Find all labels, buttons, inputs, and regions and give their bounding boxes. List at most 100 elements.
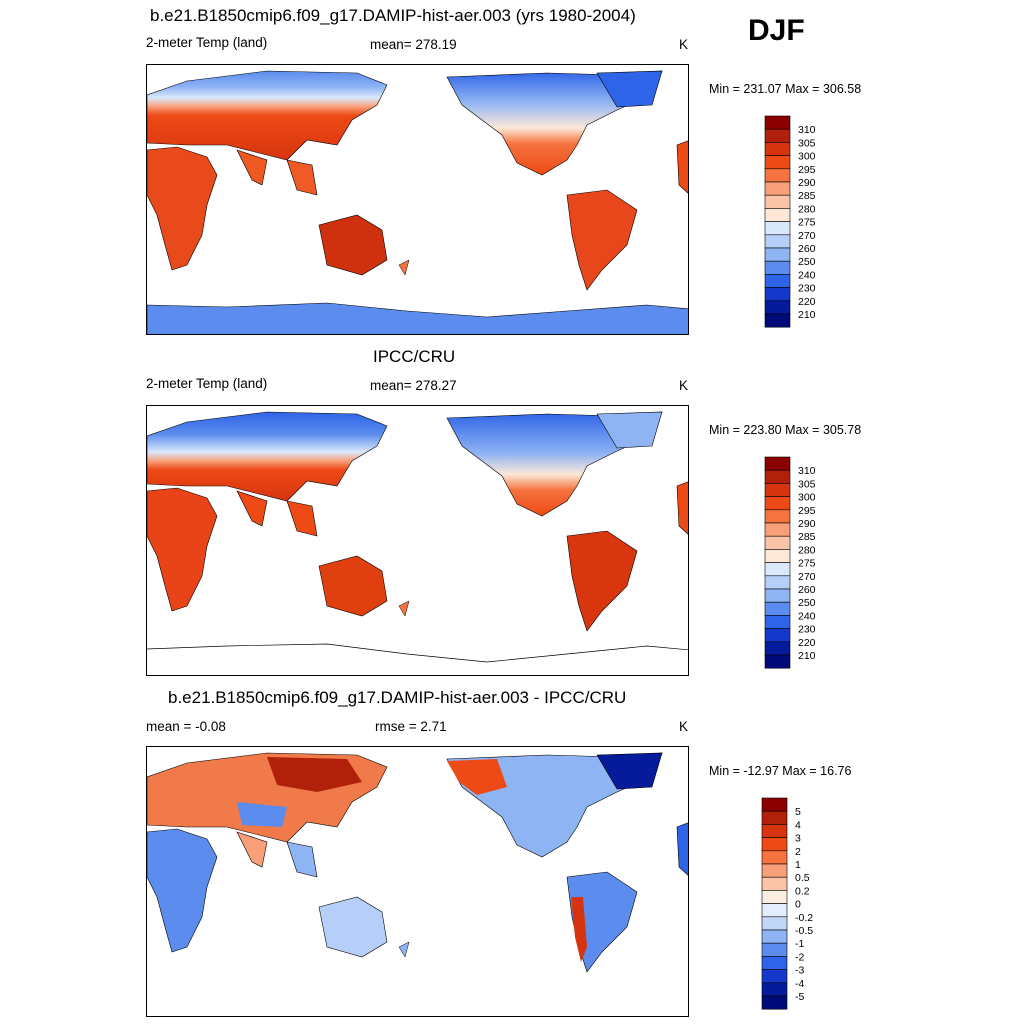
colorbar-box: [764, 274, 791, 288]
colorbar-label: 295: [798, 505, 816, 517]
colorbar-box: [764, 641, 791, 656]
colorbar-box: [764, 654, 791, 669]
new-zealand-landmass: [398, 941, 410, 958]
africa-edge-landmass: [676, 481, 688, 535]
panel2-minmax: Min = 223.80 Max = 305.78: [709, 423, 862, 437]
colorbar-box: [764, 247, 791, 262]
colorbar-box: [764, 260, 791, 275]
eurasia-landmass: [147, 70, 388, 161]
panel3-map: [146, 746, 689, 1017]
colorbar-box: [764, 456, 791, 471]
panel3-colorbar: 5 4 3 2 1 0.5 0.2 0 -0.2 -0.5 -1 -2 -3 -4 -5: [761, 797, 822, 1010]
colorbar-label: 280: [798, 203, 816, 215]
colorbar-label: 310: [798, 465, 816, 477]
colorbar-label: 250: [798, 256, 816, 268]
colorbar-label: 230: [798, 624, 816, 636]
colorbar-box: [764, 509, 791, 524]
colorbar-label: 1: [795, 859, 801, 871]
panel2-mean: mean= 278.27: [370, 378, 457, 393]
indochina-landmass: [286, 841, 318, 878]
colorbar-box: [764, 601, 791, 616]
colorbar-label: 0.2: [795, 885, 810, 897]
colorbar-label: 260: [798, 243, 816, 255]
colorbar-label: 220: [798, 637, 816, 649]
colorbar-box: [764, 115, 791, 130]
colorbar-box: [764, 300, 791, 315]
africa-edge-landmass: [676, 140, 688, 194]
panel1-mean: mean= 278.19: [370, 37, 457, 52]
colorbar-box: [764, 549, 791, 563]
australia-landmass: [318, 555, 388, 617]
colorbar-box: [764, 142, 791, 156]
colorbar-label: -3: [795, 965, 804, 977]
colorbar-label: 290: [798, 518, 816, 530]
colorbar-box: [764, 181, 791, 196]
colorbar-label: -2: [795, 951, 804, 963]
colorbar-box: [761, 995, 788, 1010]
colorbar-label: 300: [798, 151, 816, 163]
colorbar-box: [764, 234, 791, 249]
colorbar-box: [764, 155, 791, 170]
panel2-map: [146, 405, 689, 676]
africa-landmass: [147, 828, 218, 953]
colorbar-label: 285: [798, 190, 816, 202]
panel1-title: b.e21.B1850cmip6.f09_g17.DAMIP-hist-aer.…: [150, 6, 636, 25]
australia-landmass: [318, 214, 388, 276]
colorbar-box: [761, 903, 788, 918]
colorbar-label: 230: [798, 283, 816, 295]
colorbar-label: 4: [795, 819, 801, 831]
panel2-title: IPCC/CRU: [373, 347, 456, 366]
colorbar-label: -0.2: [795, 912, 813, 924]
colorbar-label: 5: [795, 806, 801, 818]
colorbar-box: [764, 522, 791, 537]
colorbar-box: [764, 208, 791, 222]
colorbar-box: [761, 890, 788, 904]
panel1-minmax: Min = 231.07 Max = 306.58: [709, 82, 862, 96]
siberia-warm-anomaly: [267, 757, 362, 792]
colorbar-label: 300: [798, 492, 816, 504]
colorbar-label: 240: [798, 269, 816, 281]
colorbar-box: [764, 128, 791, 143]
colorbar-label: 290: [798, 177, 816, 189]
colorbar-box: [764, 588, 791, 603]
colorbar-label: -4: [795, 978, 804, 990]
south-asia-landmass: [236, 149, 268, 186]
panel1-variable-label: 2-meter Temp (land): [146, 35, 268, 50]
panel2-units: K: [679, 378, 689, 393]
colorbar-box: [761, 810, 788, 825]
panel3-title: b.e21.B1850cmip6.f09_g17.DAMIP-hist-aer.…: [168, 688, 627, 707]
colorbar-label: 305: [798, 478, 816, 490]
colorbar-box: [764, 194, 791, 209]
colorbar-box: [761, 956, 788, 970]
colorbar-label: 285: [798, 531, 816, 543]
africa-landmass: [147, 487, 218, 612]
panel2-variable-label: 2-meter Temp (land): [146, 376, 268, 391]
colorbar-box: [764, 615, 791, 629]
panel3-units: K: [679, 719, 689, 734]
colorbar-label: 305: [798, 137, 816, 149]
new-zealand-landmass: [398, 259, 410, 276]
colorbar-box: [764, 483, 791, 497]
south-america-landmass: [566, 189, 638, 291]
greenland-landmass: [596, 70, 663, 108]
panel3-rmse: rmse = 2.71: [375, 719, 447, 734]
panel2-colorbar: 310 305 300 295 290 285 280 275 270 260 250 240 230 2…: [764, 456, 825, 669]
colorbar-label: 250: [798, 597, 816, 609]
colorbar-label: 210: [798, 650, 816, 662]
colorbar-box: [764, 628, 791, 643]
colorbar-box: [761, 929, 788, 944]
colorbar-box: [761, 850, 788, 865]
colorbar-box: [761, 969, 788, 984]
panel3-minmax: Min = -12.97 Max = 16.76: [709, 764, 852, 778]
colorbar-label: 275: [798, 217, 816, 229]
colorbar-label: 2: [795, 846, 801, 858]
colorbar-label: -0.5: [795, 925, 813, 937]
south-asia-landmass: [236, 831, 268, 868]
south-asia-landmass: [236, 490, 268, 527]
colorbar-label: 310: [798, 124, 816, 136]
colorbar-box: [764, 168, 791, 183]
south-america-landmass: [566, 530, 638, 632]
africa-edge-landmass: [676, 822, 688, 876]
colorbar-box: [764, 535, 791, 550]
colorbar-box: [764, 313, 791, 328]
